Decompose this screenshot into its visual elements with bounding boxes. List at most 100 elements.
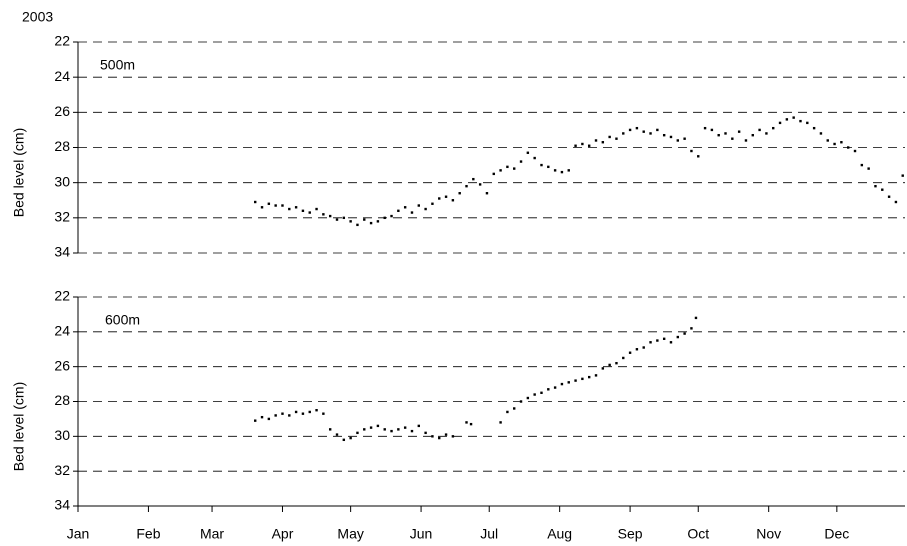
- data-point: [778, 121, 782, 125]
- data-point: [492, 172, 495, 176]
- data-point: [901, 174, 904, 177]
- data-point: [567, 381, 570, 384]
- data-point: [560, 382, 564, 386]
- data-point: [853, 149, 857, 153]
- data-point: [594, 139, 598, 142]
- data-point: [540, 391, 543, 394]
- data-point: [444, 433, 448, 436]
- data-point: [622, 132, 625, 135]
- data-point: [335, 433, 339, 436]
- data-point: [683, 332, 686, 335]
- y-axis-label: Bed level (cm): [11, 382, 27, 471]
- data-point: [342, 216, 346, 220]
- x-tick-label: Sep: [618, 526, 643, 542]
- y-tick-label: 34: [54, 244, 70, 260]
- y-tick-label: 30: [54, 427, 70, 443]
- y-tick-label: 22: [54, 288, 70, 304]
- data-point: [308, 211, 311, 214]
- data-point: [383, 428, 386, 431]
- data-point: [478, 183, 482, 186]
- data-point: [717, 133, 720, 137]
- panel-label: 500m: [100, 57, 135, 73]
- x-tick-label: Jan: [67, 526, 90, 542]
- x-tick-label: Jul: [480, 526, 498, 542]
- data-point: [288, 207, 291, 211]
- data-point: [608, 363, 611, 367]
- data-point: [867, 167, 870, 170]
- data-point: [274, 414, 277, 417]
- data-point: [349, 220, 352, 223]
- data-point: [438, 436, 441, 440]
- data-point: [874, 184, 877, 188]
- y-tick-label: 24: [54, 323, 70, 339]
- data-point: [581, 142, 584, 146]
- data-point: [465, 184, 468, 188]
- data-point: [472, 177, 475, 181]
- x-tick-label: May: [337, 526, 363, 542]
- x-tick-label: Jun: [410, 526, 433, 542]
- data-point: [894, 200, 898, 204]
- x-tick-label: Feb: [136, 526, 160, 542]
- data-point: [519, 400, 523, 403]
- data-point: [758, 128, 761, 132]
- y-tick-label: 26: [54, 357, 70, 373]
- data-point: [465, 421, 468, 424]
- data-point: [356, 431, 359, 435]
- data-point: [881, 188, 884, 191]
- data-point: [260, 415, 264, 419]
- data-point: [281, 204, 284, 207]
- data-point: [328, 428, 332, 431]
- data-point: [513, 407, 516, 410]
- data-point: [601, 141, 605, 144]
- y-tick-label: 22: [54, 33, 70, 49]
- data-point: [526, 396, 530, 400]
- data-point: [390, 429, 393, 433]
- data-point: [267, 202, 271, 205]
- data-point: [458, 192, 461, 195]
- data-point: [328, 214, 332, 218]
- data-point: [587, 375, 591, 379]
- data-point: [785, 118, 789, 121]
- data-point: [254, 200, 257, 204]
- data-point: [397, 209, 400, 212]
- data-point: [369, 426, 373, 429]
- y-tick-label: 28: [54, 392, 70, 408]
- data-point: [772, 126, 775, 130]
- data-point: [683, 137, 686, 140]
- data-point: [383, 216, 386, 220]
- data-point: [792, 116, 795, 119]
- data-point: [724, 132, 727, 135]
- data-point: [656, 128, 659, 132]
- data-point: [301, 412, 305, 415]
- data-point: [499, 169, 502, 172]
- data-point: [547, 388, 550, 391]
- data-point: [860, 163, 864, 167]
- data-point: [615, 137, 618, 140]
- data-point: [635, 348, 639, 351]
- data-point: [417, 204, 420, 207]
- data-point: [833, 142, 836, 146]
- data-point: [506, 165, 509, 169]
- data-point: [628, 351, 632, 354]
- data-point: [540, 163, 543, 167]
- data-point: [694, 316, 698, 320]
- y-tick-label: 32: [54, 462, 70, 478]
- data-point: [322, 213, 325, 216]
- data-point: [376, 424, 380, 428]
- data-point: [697, 155, 700, 158]
- data-point: [342, 438, 346, 442]
- data-point: [840, 141, 843, 144]
- y-tick-label: 34: [54, 497, 70, 513]
- data-point: [281, 412, 284, 415]
- data-point: [676, 335, 680, 339]
- data-point: [288, 414, 291, 417]
- data-point: [369, 221, 373, 225]
- data-point: [615, 361, 618, 365]
- data-point: [363, 218, 366, 221]
- data-point: [847, 146, 850, 149]
- data-point: [751, 133, 754, 137]
- data-point: [469, 422, 473, 426]
- data-point: [349, 436, 352, 440]
- data-point: [294, 410, 298, 414]
- data-point: [513, 167, 516, 170]
